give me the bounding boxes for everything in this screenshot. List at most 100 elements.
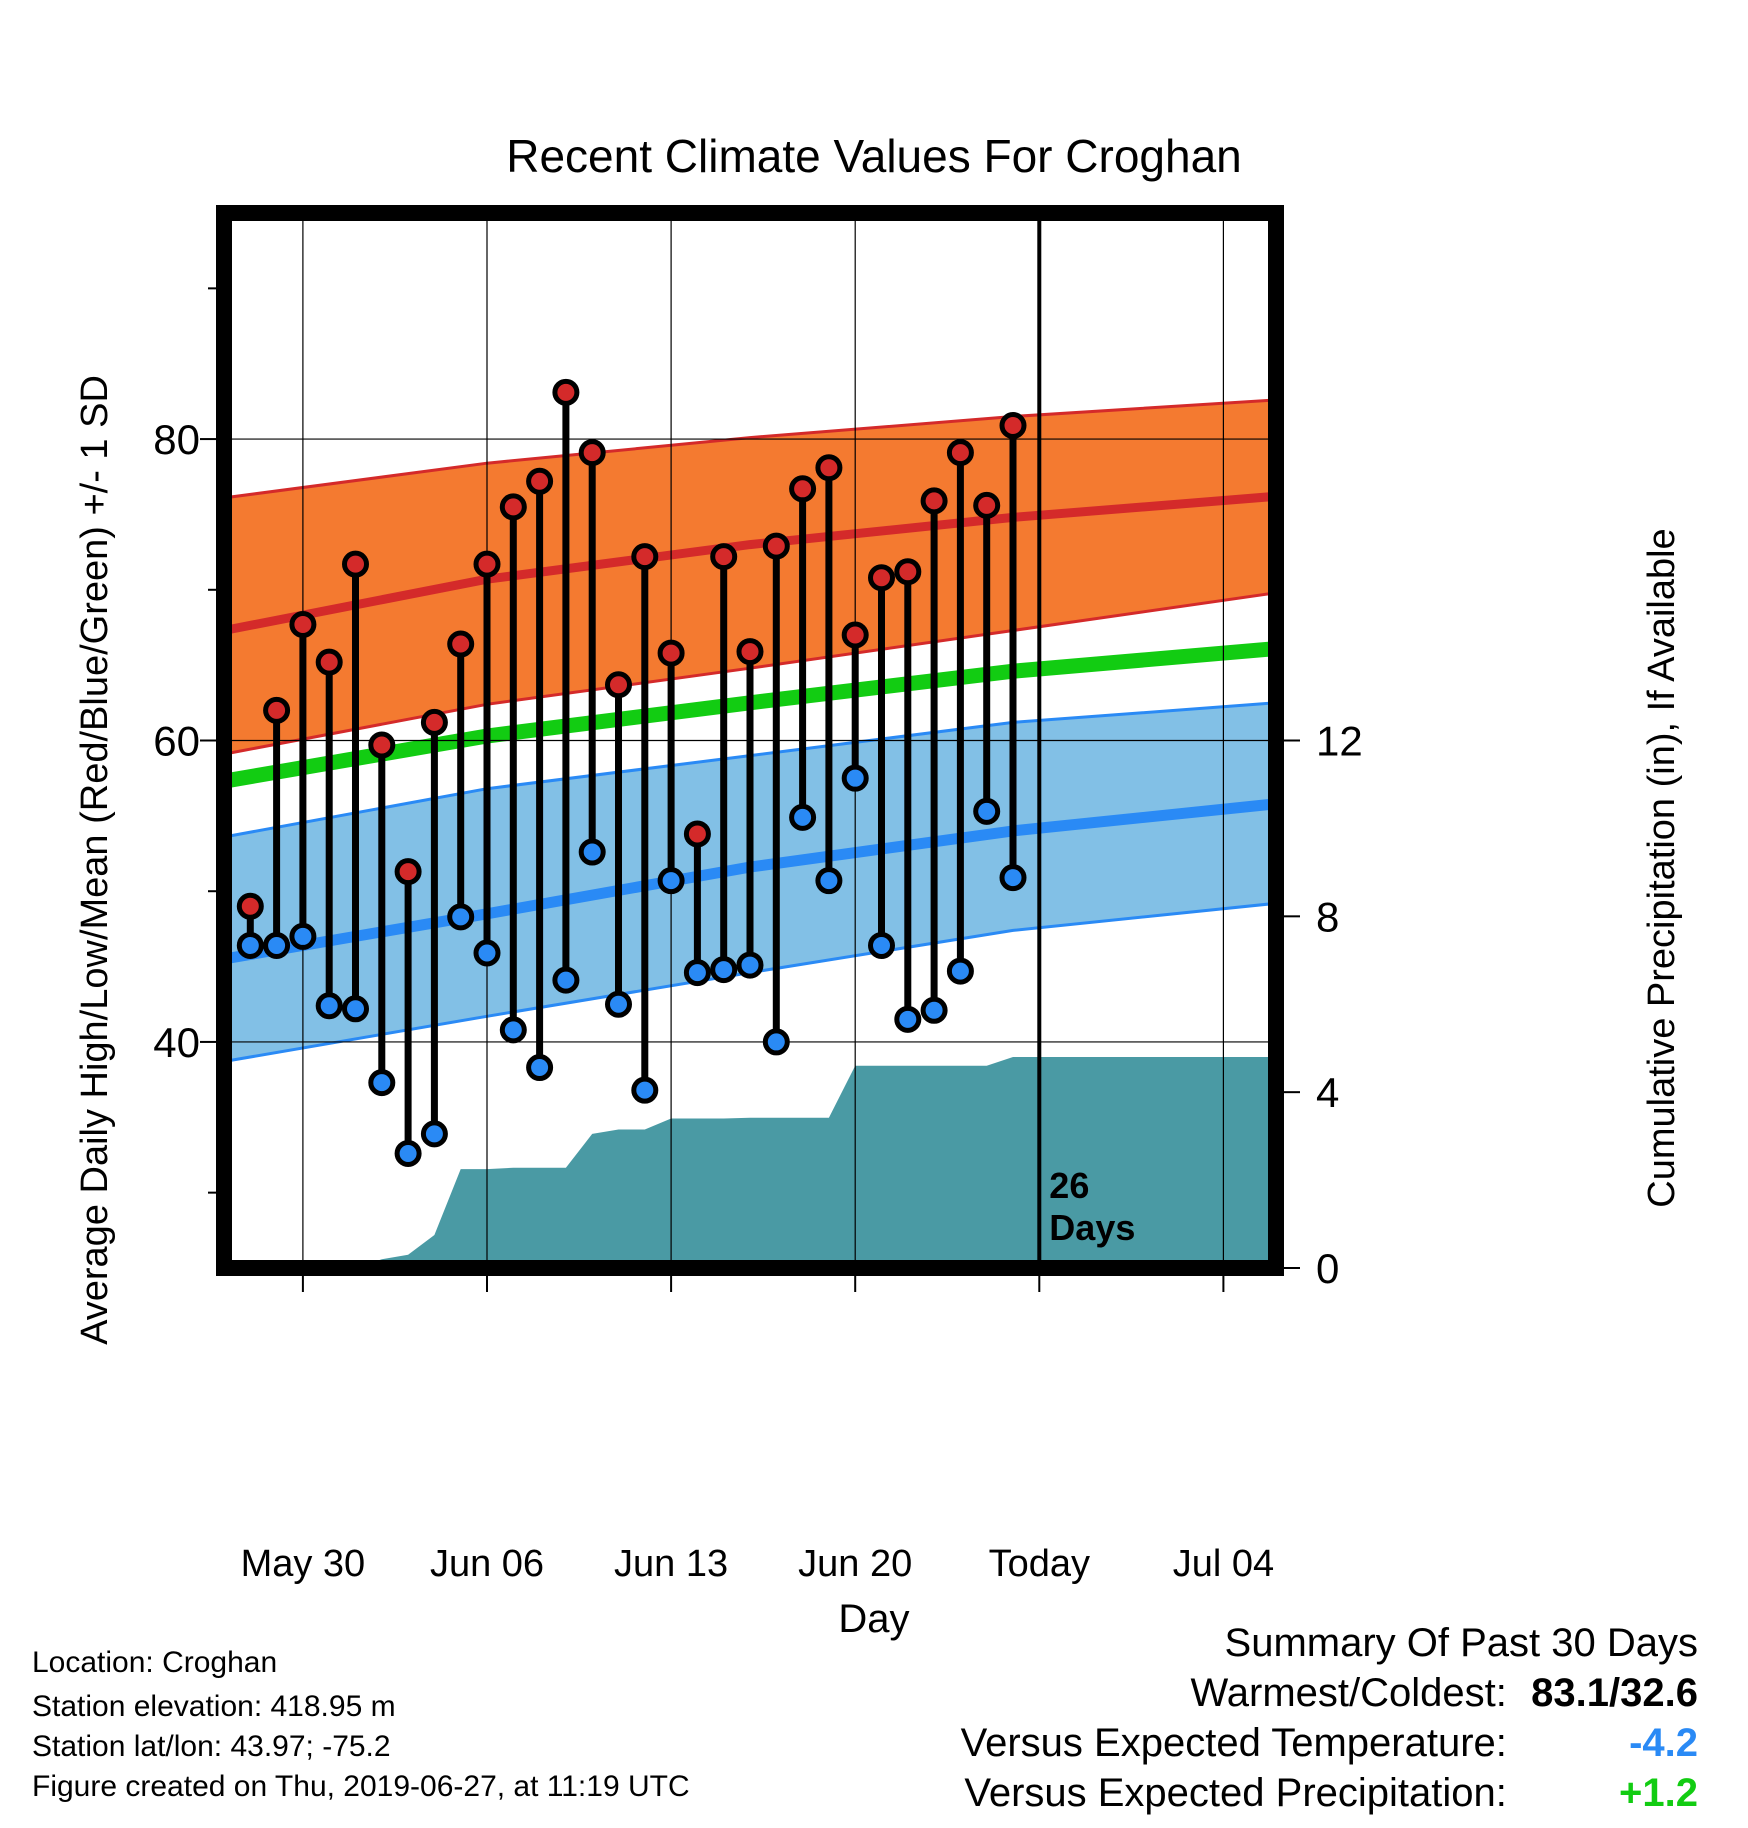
x-tick-label: May 30 — [241, 1543, 366, 1585]
daily-high-point — [736, 638, 764, 666]
daily-low-point — [289, 922, 317, 950]
daily-low-point — [999, 864, 1027, 892]
daily-low-point — [946, 957, 974, 985]
daily-high-point — [447, 630, 475, 658]
summary-precip-value: +1.2 — [1619, 1771, 1698, 1815]
y-axis-right-label: Cumulative Precipitation (in), If Availa… — [1641, 528, 1683, 1207]
summary-temp-label: Versus Expected Temperature: — [960, 1721, 1507, 1765]
daily-high-point — [894, 558, 922, 586]
summary-temp-value: -4.2 — [1629, 1721, 1698, 1765]
info-created: Figure created on Thu, 2019-06-27, at 11… — [32, 1770, 690, 1803]
y-left-tick-label: 40 — [153, 1019, 200, 1066]
y-right-tick-label: 0 — [1316, 1245, 1339, 1292]
daily-high-point — [578, 439, 606, 467]
y-left-tick-label: 80 — [153, 416, 200, 463]
info-latlon: Station lat/lon: 43.97; -75.2 — [32, 1730, 391, 1763]
y-right-tick-label: 8 — [1316, 893, 1339, 940]
today-days-label: Days — [1049, 1207, 1135, 1248]
y-left-tick-label: 60 — [153, 718, 200, 765]
y-axis-left-label: Average Daily High/Low/Mean (Red/Blue/Gr… — [74, 375, 116, 1345]
daily-high-point — [762, 532, 790, 560]
daily-high-point — [315, 648, 343, 676]
daily-high-point — [920, 487, 948, 515]
chart-title: Recent Climate Values For Croghan — [506, 130, 1241, 182]
summary-row-precip: Versus Expected Precipitation: +1.2 — [961, 1768, 1698, 1818]
daily-low-point — [447, 903, 475, 931]
daily-low-point — [841, 764, 869, 792]
daily-low-point — [394, 1139, 422, 1167]
daily-low-point — [315, 992, 343, 1020]
daily-high-point — [815, 454, 843, 482]
today-days-count: 26 — [1049, 1165, 1089, 1206]
daily-high-point — [342, 550, 369, 578]
summary-warm-cold-label: Warmest/Coldest: — [1190, 1671, 1507, 1715]
daily-high-point — [999, 412, 1027, 440]
daily-low-point — [499, 1016, 527, 1044]
daily-low-point — [605, 990, 632, 1018]
daily-high-point — [605, 671, 632, 699]
summary-precip-label: Versus Expected Precipitation: — [964, 1771, 1507, 1815]
x-tick-label: Jun 20 — [798, 1543, 912, 1585]
daily-high-point — [236, 892, 264, 920]
y-right-tick-label: 12 — [1316, 718, 1363, 765]
info-elevation: Station elevation: 418.95 m — [32, 1690, 396, 1723]
station-info: Location: Croghan Station elevation: 418… — [32, 1645, 690, 1805]
daily-low-point — [552, 966, 580, 994]
summary-row-extremes: Warmest/Coldest: 83.1/32.6 — [961, 1668, 1699, 1718]
summary-panel: Summary Of Past 30 Days Warmest/Coldest:… — [961, 1618, 1698, 1818]
daily-high-point — [631, 543, 659, 571]
x-tick-label: Jul 04 — [1173, 1543, 1274, 1585]
daily-high-point — [946, 439, 974, 467]
daily-low-point — [868, 931, 895, 959]
daily-high-point — [683, 820, 711, 848]
daily-low-point — [263, 931, 291, 959]
daily-low-point — [342, 995, 369, 1023]
daily-low-point — [736, 951, 764, 979]
daily-low-point — [578, 838, 606, 866]
x-axis-label: Day — [838, 1597, 909, 1641]
daily-low-point — [710, 956, 738, 984]
daily-low-point — [815, 867, 843, 895]
daily-low-point — [420, 1120, 448, 1148]
normal-high-line — [223, 491, 1277, 635]
x-tick-label: Today — [989, 1543, 1090, 1585]
summary-warm-cold-value: 83.1/32.6 — [1531, 1671, 1698, 1715]
daily-low-point — [236, 931, 264, 959]
daily-low-point — [657, 867, 685, 895]
daily-low-point — [683, 959, 711, 987]
daily-high-point — [868, 564, 895, 592]
daily-low-point — [368, 1069, 396, 1097]
high-band-upper-edge — [223, 398, 1277, 500]
daily-low-point — [973, 797, 1001, 825]
daily-high-point — [657, 639, 685, 667]
daily-high-point — [263, 696, 291, 724]
info-location: Location: Croghan — [32, 1646, 278, 1679]
daily-high-point — [526, 467, 554, 495]
daily-low-point — [526, 1054, 554, 1082]
daily-low-point — [920, 996, 948, 1024]
daily-low-point — [473, 939, 501, 967]
daily-high-point — [368, 731, 396, 759]
daily-low-point — [631, 1076, 659, 1104]
daily-high-point — [289, 610, 317, 638]
y-right-tick-label: 4 — [1316, 1069, 1339, 1116]
plot-frame — [216, 205, 1284, 1276]
summary-title: Summary Of Past 30 Days — [1224, 1621, 1698, 1665]
daily-high-point — [552, 378, 580, 406]
summary-row-temp: Versus Expected Temperature: -4.2 — [961, 1718, 1698, 1768]
daily-high-point — [789, 475, 817, 503]
daily-low-point — [762, 1028, 790, 1056]
daily-high-point — [499, 493, 527, 521]
x-tick-label: Jun 13 — [614, 1543, 728, 1585]
daily-high-point — [394, 858, 422, 886]
daily-low-point — [894, 1005, 922, 1033]
x-tick-label: Jun 06 — [430, 1543, 544, 1585]
daily-high-point — [473, 550, 501, 578]
daily-high-point — [710, 543, 738, 571]
daily-high-point — [841, 621, 869, 649]
daily-high-point — [973, 491, 1001, 519]
daily-low-point — [789, 803, 817, 831]
daily-high-point — [420, 708, 448, 736]
